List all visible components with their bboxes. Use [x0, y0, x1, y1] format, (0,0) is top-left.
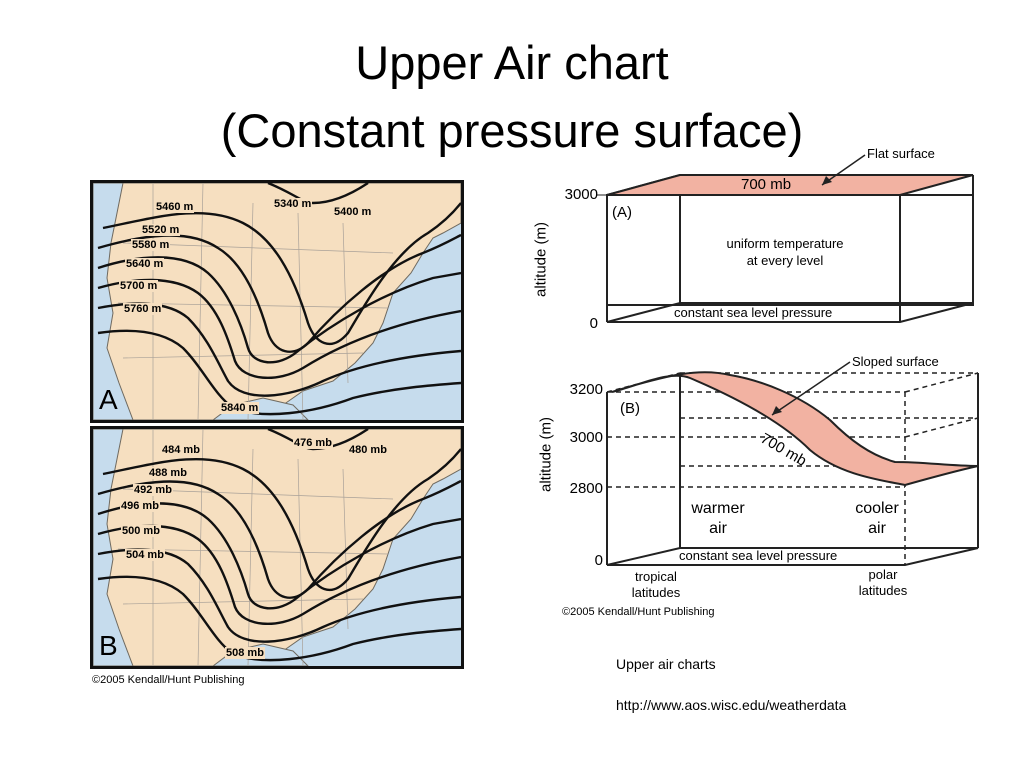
- y-tick-3200: 3200: [569, 381, 603, 398]
- pressure-contours: [97, 429, 461, 662]
- diagram-credit: ©2005 Kendall/Hunt Publishing: [562, 606, 715, 618]
- uniform-temperature-note: uniform temperature: [726, 236, 844, 251]
- upper-air-map-b: 484 mb 476 mb 480 mb 488 mb 492 mb 496 m…: [90, 426, 464, 669]
- cooler-air-label: cooler: [855, 500, 899, 517]
- contour-label: 504 mb: [125, 549, 165, 561]
- polar-latitudes-label: latitudes: [858, 583, 908, 598]
- tropical-latitudes-label: tropical: [635, 569, 677, 584]
- contour-label: 5520 m: [141, 224, 181, 236]
- map-a-drawing: [93, 183, 461, 420]
- west-coast: [93, 183, 134, 420]
- contour-label: 484 mb: [161, 444, 201, 456]
- flat-surface-callout: Flat surface: [867, 146, 935, 161]
- y-tick-2800: 2800: [569, 480, 603, 497]
- contour-label: 5700 m: [119, 280, 159, 292]
- warmer-air-label: air: [709, 520, 727, 537]
- slide-title-line2: (Constant pressure surface): [220, 104, 804, 157]
- map-b-drawing: [93, 429, 461, 666]
- flat-surface-label: 700 mb: [741, 176, 792, 193]
- upper-air-map-a: 5460 m 5340 m 5400 m 5520 m 5580 m 5640 …: [90, 180, 464, 423]
- contour-label: 476 mb: [293, 437, 333, 449]
- y-axis-title-b: altitude (m): [537, 416, 555, 493]
- sloped-700mb-surface: [611, 371, 979, 487]
- base-label-a: constant sea level pressure: [674, 305, 833, 320]
- maps-credit: ©2005 Kendall/Hunt Publishing: [92, 674, 245, 686]
- y-axis-title-a: altitude (m): [532, 221, 550, 298]
- contour-label: 5760 m: [123, 303, 163, 315]
- contour-label: 5640 m: [125, 258, 165, 270]
- contour-label: 488 mb: [148, 467, 188, 479]
- y-tick-3000: 3000: [569, 429, 603, 446]
- uniform-temperature-note: at every level: [746, 253, 824, 268]
- flat-700mb-surface: [606, 174, 974, 196]
- panel-label-a: (A): [612, 204, 632, 221]
- contour-label: 496 mb: [120, 500, 160, 512]
- contour-label: 492 mb: [133, 484, 173, 496]
- caption-title: Upper air charts: [616, 656, 716, 672]
- sloped-surface-callout: Sloped surface: [852, 354, 939, 369]
- contour-label: 500 mb: [121, 525, 161, 537]
- panel-label-b: (B): [620, 400, 640, 417]
- contour-label: 508 mb: [225, 647, 265, 659]
- y-tick-0: 0: [594, 552, 603, 569]
- contour-label: 5400 m: [333, 206, 373, 218]
- y-tick-0: 0: [589, 315, 598, 332]
- sloped-surface-callout-arrow: [771, 361, 851, 416]
- contour-label: 5340 m: [273, 198, 313, 210]
- warmer-air-label: warmer: [691, 500, 745, 517]
- slide-title-line1: Upper Air chart: [355, 36, 669, 89]
- y-tick-3000: 3000: [564, 186, 598, 203]
- tropical-latitudes-label: latitudes: [631, 585, 681, 600]
- west-coast: [93, 429, 134, 666]
- map-a-letter: A: [99, 384, 118, 415]
- contour-label: 480 mb: [348, 444, 388, 456]
- base-label-b: constant sea level pressure: [679, 548, 838, 563]
- polar-latitudes-label: polar: [868, 567, 898, 582]
- contour-label: 5840 m: [220, 402, 260, 414]
- contour-label: 5460 m: [155, 201, 195, 213]
- cooler-air-label: air: [868, 520, 886, 537]
- contour-label: 5580 m: [131, 239, 171, 251]
- map-b-letter: B: [99, 630, 118, 661]
- source-link[interactable]: http://www.aos.wisc.edu/weatherdata: [616, 697, 847, 713]
